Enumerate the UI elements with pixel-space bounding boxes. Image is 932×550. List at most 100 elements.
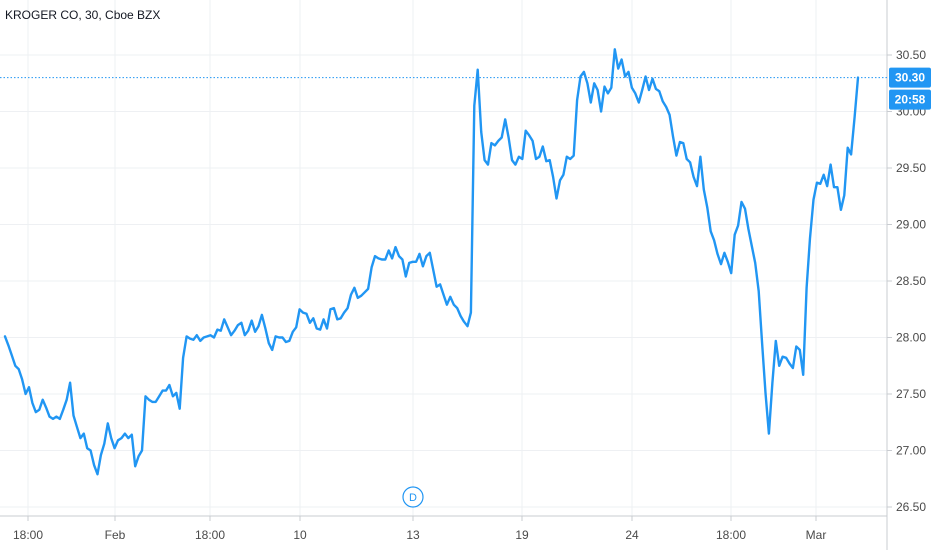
data-point bbox=[463, 321, 465, 323]
data-point bbox=[35, 411, 37, 413]
data-point bbox=[514, 164, 517, 166]
data-point bbox=[158, 395, 160, 397]
data-point bbox=[418, 253, 421, 255]
data-point bbox=[124, 433, 126, 435]
data-point bbox=[257, 325, 260, 327]
data-point bbox=[281, 336, 284, 339]
data-point bbox=[384, 258, 386, 261]
data-point bbox=[740, 201, 743, 203]
x-tick-label: 18:00 bbox=[716, 528, 746, 542]
data-point bbox=[675, 155, 678, 157]
data-point bbox=[655, 88, 657, 90]
data-point bbox=[275, 335, 277, 337]
data-point bbox=[360, 295, 362, 297]
data-point bbox=[432, 269, 434, 271]
data-point bbox=[528, 134, 530, 136]
data-point bbox=[689, 161, 691, 163]
data-point bbox=[843, 194, 845, 196]
data-point bbox=[545, 160, 547, 162]
data-point bbox=[38, 409, 40, 411]
data-point bbox=[549, 159, 551, 161]
data-point bbox=[487, 164, 489, 166]
price-series-line bbox=[3, 48, 860, 476]
data-point bbox=[90, 449, 92, 452]
data-point bbox=[662, 100, 664, 102]
data-point bbox=[699, 156, 702, 158]
data-point bbox=[110, 437, 112, 439]
data-point bbox=[597, 89, 599, 91]
data-point bbox=[28, 386, 30, 388]
data-point bbox=[66, 399, 68, 401]
data-point bbox=[573, 155, 575, 157]
data-point bbox=[764, 392, 767, 394]
data-point bbox=[401, 258, 403, 261]
data-point bbox=[857, 77, 859, 79]
data-point bbox=[381, 258, 383, 261]
data-point bbox=[278, 336, 280, 339]
time-axis[interactable]: 18:00 Feb 18:00 10 13 19 24 18:00 Mar bbox=[13, 516, 826, 542]
data-point bbox=[638, 101, 640, 104]
data-point bbox=[18, 368, 20, 370]
data-point bbox=[576, 99, 578, 101]
data-point bbox=[172, 395, 174, 397]
last-price-badge bbox=[889, 67, 931, 88]
data-point bbox=[350, 294, 352, 296]
data-point bbox=[216, 329, 218, 331]
dividend-event-marker[interactable]: D bbox=[402, 486, 424, 508]
data-point bbox=[788, 362, 791, 365]
data-point bbox=[583, 71, 585, 73]
y-tick-label: 29.00 bbox=[896, 218, 926, 232]
x-tick-label: Mar bbox=[806, 528, 827, 542]
data-point bbox=[562, 174, 565, 176]
data-point bbox=[710, 230, 712, 232]
data-point bbox=[312, 317, 314, 319]
data-point bbox=[7, 344, 9, 346]
data-point bbox=[127, 437, 129, 439]
x-tick-label: 10 bbox=[293, 528, 307, 542]
data-point bbox=[494, 144, 496, 146]
data-point bbox=[768, 433, 770, 435]
data-point bbox=[134, 465, 136, 467]
data-point bbox=[802, 374, 804, 376]
data-point bbox=[425, 255, 427, 257]
data-point bbox=[340, 317, 342, 319]
x-tick-label: Feb bbox=[105, 528, 126, 542]
y-tick-label: 26.50 bbox=[896, 500, 926, 514]
data-point bbox=[343, 312, 345, 314]
data-point bbox=[682, 142, 684, 144]
data-point bbox=[175, 392, 177, 394]
data-point bbox=[508, 136, 510, 139]
data-point bbox=[771, 382, 774, 384]
price-axis[interactable]: 26.5027.0027.5028.0028.5029.0029.5030.00… bbox=[887, 48, 926, 514]
data-point bbox=[501, 136, 503, 139]
data-point bbox=[795, 345, 797, 348]
data-point bbox=[148, 399, 150, 401]
data-point bbox=[288, 340, 290, 342]
data-point bbox=[614, 48, 616, 50]
data-point bbox=[415, 261, 417, 263]
data-point bbox=[600, 110, 602, 113]
data-point bbox=[336, 318, 338, 320]
data-point bbox=[823, 174, 825, 176]
data-point bbox=[603, 86, 606, 88]
data-point bbox=[744, 208, 746, 210]
data-point bbox=[703, 188, 705, 191]
data-point bbox=[579, 75, 582, 78]
data-point bbox=[240, 322, 242, 324]
data-point bbox=[627, 71, 630, 73]
data-point bbox=[422, 265, 424, 267]
data-point bbox=[634, 92, 636, 94]
data-point bbox=[552, 176, 554, 178]
data-point bbox=[168, 384, 170, 386]
data-point bbox=[473, 105, 475, 107]
data-point bbox=[442, 294, 445, 296]
data-point bbox=[566, 156, 568, 158]
data-point bbox=[309, 322, 311, 324]
data-point bbox=[83, 433, 85, 435]
data-point bbox=[672, 135, 674, 137]
data-point bbox=[696, 185, 698, 187]
data-point bbox=[107, 422, 109, 424]
data-point bbox=[761, 342, 763, 344]
data-point bbox=[264, 327, 266, 330]
